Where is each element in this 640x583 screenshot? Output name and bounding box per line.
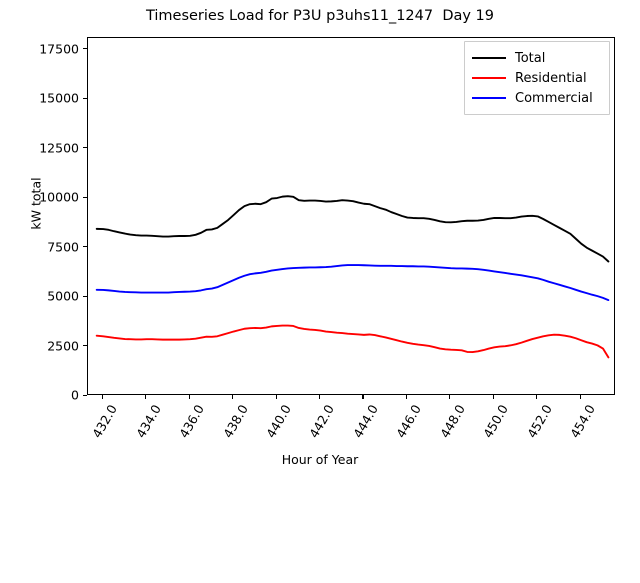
- y-tick-label: 12500: [39, 140, 79, 156]
- legend-swatch-total: [472, 57, 506, 59]
- legend-label-total: Total: [515, 50, 546, 66]
- y-tick-label: 5000: [47, 288, 79, 304]
- x-axis-label: Hour of Year: [281, 452, 359, 467]
- chart-figure: Timeseries Load for P3U p3uhs11_1247 Day…: [28, 8, 615, 467]
- legend-swatch-commercial: [472, 97, 506, 99]
- x-tick-mark: [405, 395, 407, 399]
- series-line-commercial: [95, 264, 610, 302]
- plot-lines: [95, 195, 610, 359]
- y-tick-mark: [83, 196, 87, 198]
- y-tick-label: 15000: [39, 90, 79, 106]
- x-tick-mark: [362, 395, 364, 399]
- series-line-total: [95, 195, 610, 263]
- chart-title: Timeseries Load for P3U p3uhs11_1247 Day…: [145, 8, 495, 24]
- legend-label-commercial: Commercial: [515, 90, 593, 106]
- x-tick-mark: [449, 395, 451, 399]
- legend-swatch-residential: [472, 77, 506, 79]
- x-tick-mark: [145, 395, 147, 399]
- x-tick-mark: [318, 395, 321, 399]
- y-tick-mark: [83, 147, 87, 149]
- y-tick-mark: [83, 48, 87, 50]
- y-tick-label: 2500: [47, 338, 79, 354]
- x-tick-mark: [188, 395, 190, 399]
- legend-item-total: Total: [472, 48, 602, 68]
- y-tick-label: 17500: [39, 41, 79, 57]
- x-tick-mark: [275, 395, 277, 399]
- x-tick-mark: [492, 395, 494, 399]
- y-tick-mark: [83, 246, 87, 248]
- series-line-residential: [95, 324, 610, 359]
- x-tick-mark: [536, 395, 538, 399]
- legend-label-residential: Residential: [515, 70, 587, 86]
- y-tick-mark: [83, 345, 87, 347]
- y-tick-label: 10000: [39, 189, 79, 205]
- y-tick-mark: [83, 295, 87, 297]
- y-tick-mark: [83, 394, 87, 396]
- y-tick-label: 7500: [47, 239, 79, 255]
- legend-item-commercial: Commercial: [472, 88, 602, 108]
- y-tick-label: 0: [71, 387, 79, 403]
- x-tick-mark: [101, 395, 103, 399]
- x-tick-mark: [579, 395, 581, 399]
- chart-legend: Total Residential Commercial: [464, 41, 610, 115]
- legend-item-residential: Residential: [472, 68, 602, 88]
- y-tick-mark: [83, 97, 87, 99]
- x-tick-mark: [232, 395, 234, 399]
